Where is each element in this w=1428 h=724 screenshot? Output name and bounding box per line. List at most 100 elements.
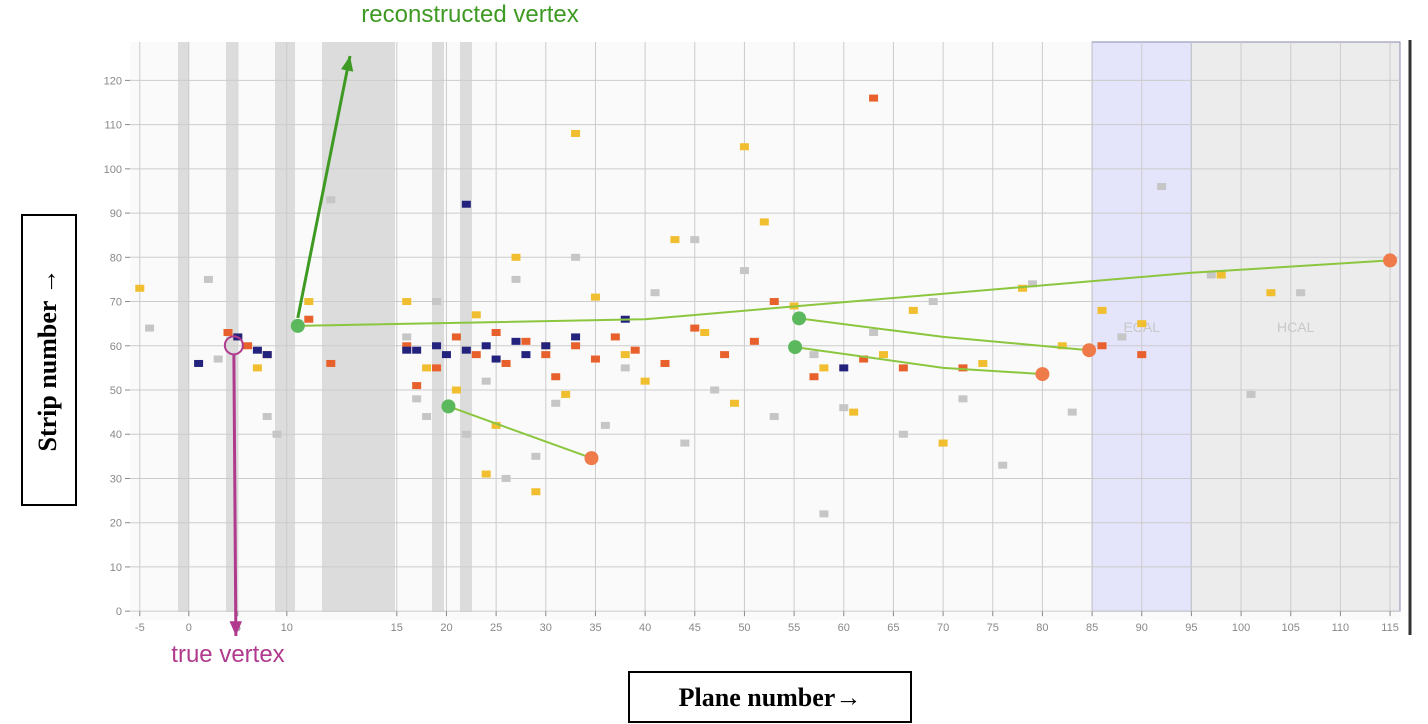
- hit: [740, 267, 749, 274]
- reco-vertex: [788, 340, 802, 354]
- hit: [521, 351, 530, 358]
- hit: [621, 364, 630, 371]
- y-axis-label: Strip number →: [33, 269, 62, 452]
- hit: [521, 338, 530, 345]
- y-tick-label: 120: [104, 75, 122, 87]
- hit: [730, 400, 739, 407]
- x-tick-label: 40: [639, 622, 651, 634]
- hit: [621, 351, 630, 358]
- track-end: [1383, 253, 1397, 267]
- y-tick-label: 80: [110, 252, 122, 264]
- y-tick-label: 10: [110, 562, 122, 574]
- hit: [432, 364, 441, 371]
- x-tick-label: 45: [689, 622, 701, 634]
- hit: [690, 325, 699, 332]
- y-tick-label: 110: [104, 120, 122, 132]
- hit: [135, 285, 144, 292]
- hit: [631, 347, 640, 354]
- hit: [472, 351, 481, 358]
- x-tick-label: 30: [540, 622, 552, 634]
- hit: [740, 143, 749, 150]
- reco-vertex: [291, 319, 305, 333]
- hit: [452, 333, 461, 340]
- hit: [1137, 351, 1146, 358]
- y-tick-label: 90: [110, 208, 122, 220]
- y-tick-label: 0: [116, 606, 122, 618]
- y-tick-label: 30: [110, 473, 122, 485]
- hit: [929, 298, 938, 305]
- hit: [273, 431, 282, 438]
- hit: [224, 329, 233, 336]
- hit: [750, 338, 759, 345]
- x-tick-label: 95: [1185, 622, 1197, 634]
- hit: [551, 373, 560, 380]
- hit: [432, 298, 441, 305]
- x-axis-label: Plane number→: [679, 683, 862, 712]
- hit: [939, 440, 948, 447]
- x-tick-label: 75: [987, 622, 999, 634]
- x-tick-label: 60: [838, 622, 850, 634]
- x-tick-label: 80: [1036, 622, 1048, 634]
- hit: [263, 413, 272, 420]
- hit: [253, 347, 262, 354]
- annotation: true vertex: [171, 641, 284, 668]
- hit: [511, 276, 520, 283]
- hit: [1247, 391, 1256, 398]
- x-tick-label: 10: [281, 622, 293, 634]
- y-tick-label: 50: [110, 385, 122, 397]
- hit: [551, 400, 560, 407]
- hit: [1217, 272, 1226, 279]
- hit: [670, 236, 679, 243]
- hit: [958, 364, 967, 371]
- track-end: [1035, 367, 1049, 381]
- hit: [1098, 342, 1107, 349]
- hit: [641, 378, 650, 385]
- hit: [531, 453, 540, 460]
- hit: [492, 356, 501, 363]
- hit: [482, 342, 491, 349]
- hit: [571, 342, 580, 349]
- hit: [452, 387, 461, 394]
- hit: [422, 364, 431, 371]
- y-tick-label: 60: [110, 341, 122, 353]
- hit: [1117, 333, 1126, 340]
- reco-vertex: [792, 311, 806, 325]
- hit: [601, 422, 610, 429]
- track-end: [584, 451, 598, 465]
- hit: [541, 351, 550, 358]
- hit: [978, 360, 987, 367]
- arrow: [234, 354, 236, 636]
- hit: [412, 382, 421, 389]
- hit: [1266, 289, 1275, 296]
- hit: [680, 440, 689, 447]
- hit: [571, 254, 580, 261]
- x-tick-label: 110: [1332, 622, 1350, 634]
- hit: [770, 413, 779, 420]
- x-tick-label: 85: [1086, 622, 1098, 634]
- hit: [899, 431, 908, 438]
- x-tick-label: 20: [440, 622, 452, 634]
- hit: [263, 351, 272, 358]
- track-end: [1082, 343, 1096, 357]
- hit: [243, 342, 252, 349]
- x-tick-label: 50: [738, 622, 750, 634]
- hit: [1157, 183, 1166, 190]
- hit: [502, 360, 511, 367]
- hit: [422, 413, 431, 420]
- hit: [462, 201, 471, 208]
- y-tick-label: 100: [104, 164, 122, 176]
- hit: [571, 130, 580, 137]
- hit: [482, 471, 491, 478]
- hit: [869, 329, 878, 336]
- x-tick-label: 70: [937, 622, 949, 634]
- hit: [462, 347, 471, 354]
- annotation: reconstructed vertex: [361, 1, 578, 28]
- hit: [899, 364, 908, 371]
- x-tick-label: 55: [788, 622, 800, 634]
- hit: [869, 95, 878, 102]
- hit: [326, 196, 335, 203]
- hit: [511, 254, 520, 261]
- chart: ECALHCAL 0102030405060708090100110120-50…: [0, 0, 1428, 724]
- x-tick-label: 15: [391, 622, 403, 634]
- x-tick-label: -5: [135, 622, 145, 634]
